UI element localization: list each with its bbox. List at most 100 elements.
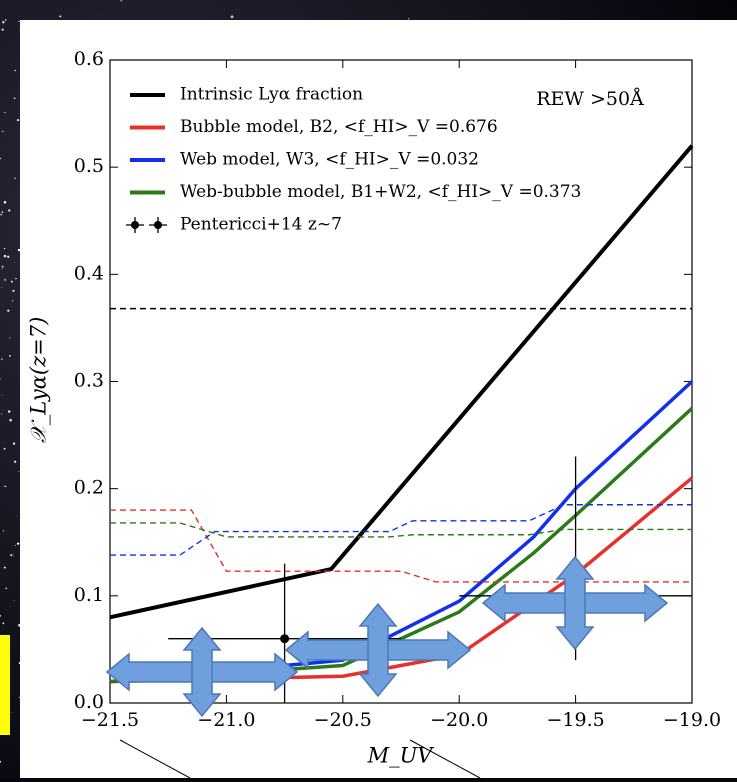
y-tick-label: 0.6 [74, 48, 104, 70]
star [3, 447, 6, 450]
stars [0, 0, 410, 763]
star [16, 542, 20, 545]
legend-label: Bubble model, B2, <f_HI>_V =0.676 [180, 117, 498, 137]
star [13, 555, 14, 557]
y-tick-label: 0.2 [74, 477, 104, 499]
star [7, 309, 10, 312]
star [2, 21, 5, 24]
star [13, 600, 15, 601]
arrow-vertical [358, 602, 398, 698]
y-tick-label: 0.5 [74, 155, 104, 177]
star [14, 69, 16, 72]
star [17, 515, 18, 517]
star [2, 130, 4, 133]
decor-line [409, 739, 481, 779]
star [8, 410, 11, 413]
star [1, 286, 3, 288]
star [4, 111, 6, 114]
star [13, 97, 16, 100]
star [408, 18, 410, 20]
star [17, 248, 21, 252]
star [1, 358, 3, 360]
star [1, 28, 4, 31]
star [18, 696, 20, 698]
star [2, 530, 5, 532]
y-tick-label: 0.1 [74, 584, 104, 606]
star [15, 277, 17, 280]
y-tick-label: 0.4 [74, 262, 104, 284]
x-tick-label: −21.0 [197, 709, 255, 731]
yellow-box [0, 635, 10, 735]
arrow-vertical [182, 626, 222, 718]
legend-swatch [131, 221, 139, 229]
x-tick-label: −20.0 [430, 709, 488, 731]
star [230, 15, 234, 19]
star [5, 587, 8, 590]
star [1, 413, 3, 415]
x-tick-label: −21.5 [81, 709, 139, 731]
star [1, 394, 3, 396]
star [9, 337, 11, 339]
star [14, 262, 15, 263]
legend-label: Web model, W3, <f_HI>_V =0.032 [180, 150, 479, 170]
star [0, 378, 1, 380]
x-tick-label: −19.0 [663, 709, 721, 731]
star [3, 254, 7, 258]
star [14, 460, 17, 463]
star [13, 553, 14, 555]
series-line [109, 144, 694, 620]
star [18, 471, 20, 472]
star [5, 486, 7, 487]
star [0, 157, 1, 160]
dashed-line [110, 509, 692, 583]
star [0, 213, 2, 216]
legend-label: Web-bubble model, B1+W2, <f_HI>_V =0.373 [180, 182, 581, 202]
star [8, 209, 11, 212]
star [9, 419, 12, 422]
x-tick-label: −19.5 [546, 709, 604, 731]
dashed-line [110, 522, 692, 538]
y-tick-label: 0.3 [74, 370, 104, 392]
legend-label: Pentericci+14 z~7 [180, 215, 342, 235]
star [10, 280, 13, 283]
star [59, 15, 62, 18]
star [16, 119, 20, 122]
star [4, 19, 7, 21]
star [12, 442, 16, 445]
star [14, 177, 16, 179]
x-tick-label: −20.5 [314, 709, 372, 731]
star [10, 554, 13, 557]
star [3, 247, 6, 250]
star [1, 265, 4, 268]
star [4, 278, 7, 281]
star [9, 355, 11, 357]
star [11, 712, 12, 713]
star [0, 760, 1, 763]
star [1, 268, 3, 270]
star [0, 615, 2, 617]
dashed-line [110, 504, 692, 556]
star [18, 624, 21, 627]
star [120, 0, 123, 2]
star [3, 201, 7, 204]
star [15, 544, 17, 546]
x-axis-label: M_UV [367, 744, 435, 768]
star [4, 485, 6, 488]
decor-line [119, 739, 191, 779]
star [12, 300, 14, 302]
legend-label: Intrinsic Lyα fraction [180, 85, 363, 105]
star [7, 255, 10, 258]
data-point [280, 634, 290, 644]
star [3, 566, 6, 569]
star [2, 622, 5, 625]
star [1, 211, 4, 213]
arrow-vertical [555, 555, 595, 651]
legend-swatch [154, 221, 162, 229]
annotation: REW >50Å [536, 88, 644, 110]
star [12, 289, 15, 292]
y-axis-label: 𝒳_Lyα(z=7) [27, 317, 51, 444]
y-tick-label: 0.0 [74, 691, 104, 713]
star [18, 20, 20, 23]
